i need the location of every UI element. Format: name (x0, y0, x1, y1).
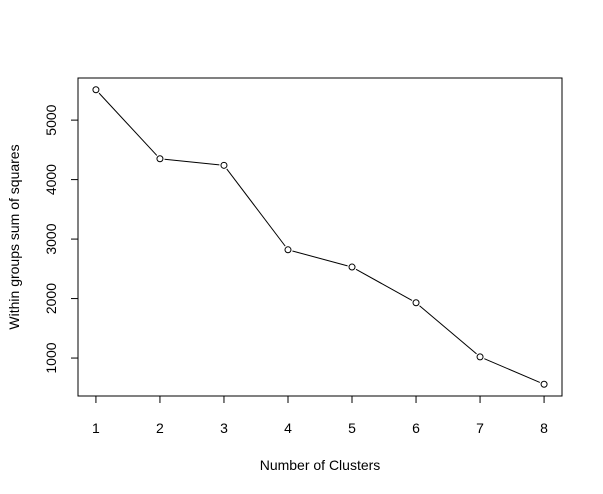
x-tick-label: 8 (540, 420, 548, 436)
data-point (476, 353, 484, 361)
x-axis-label: Number of Clusters (260, 457, 381, 473)
y-tick-label: 4000 (43, 164, 59, 195)
x-tick-label: 1 (92, 420, 100, 436)
series-line-segment (98, 92, 158, 156)
y-tick-label: 1000 (43, 342, 59, 373)
data-point (540, 380, 548, 388)
series-line-segment (355, 268, 413, 301)
x-axis: 1 2 3 4 5 6 7 8 (92, 396, 548, 436)
series-line-segment (164, 158, 220, 166)
y-axis-label: Within groups sum of squares (6, 144, 22, 329)
data-point (92, 86, 100, 94)
data-point (220, 161, 228, 169)
x-tick-label: 3 (220, 420, 228, 436)
series-line-segment (292, 250, 348, 267)
data-point (284, 246, 292, 254)
x-tick-label: 2 (156, 420, 164, 436)
y-axis: 1000 2000 3000 4000 5000 (43, 104, 78, 374)
data-point (156, 155, 164, 163)
series-group (92, 86, 548, 388)
x-tick-label: 5 (348, 420, 356, 436)
data-point (348, 263, 356, 271)
x-tick-label: 7 (476, 420, 484, 436)
x-tick-label: 4 (284, 420, 292, 436)
series-line-segment (226, 168, 286, 247)
y-tick-label: 2000 (43, 283, 59, 314)
x-tick-label: 6 (412, 420, 420, 436)
plot-frame (77, 77, 563, 397)
series-line-segment (484, 358, 541, 383)
data-point (412, 299, 420, 307)
y-tick-label: 5000 (43, 104, 59, 135)
series-line-segment (419, 305, 477, 355)
y-tick-label: 3000 (43, 223, 59, 254)
